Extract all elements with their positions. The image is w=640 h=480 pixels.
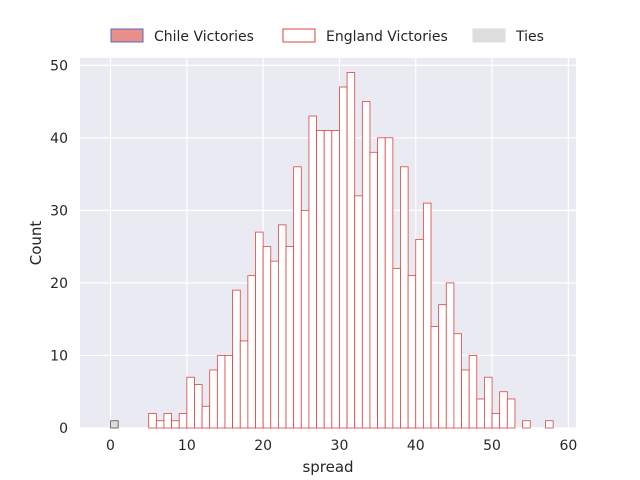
x-tick-labels: 0 10 20 30 40 50 60 bbox=[106, 438, 577, 454]
bar-england-victories bbox=[491, 413, 501, 429]
bar-england-victories bbox=[255, 231, 264, 429]
legend-label-chile-victories: Chile Victories bbox=[154, 29, 254, 45]
bar-england-victories bbox=[506, 398, 516, 429]
bar-england-victories bbox=[346, 72, 356, 429]
bar-england-victories bbox=[430, 326, 440, 429]
bar-england-victories bbox=[262, 246, 272, 429]
y-axis-label: Count bbox=[27, 221, 45, 266]
bar-england-victories bbox=[308, 115, 317, 429]
bar-england-victories bbox=[522, 420, 531, 429]
bar-england-victories bbox=[484, 376, 493, 429]
bar-england-victories bbox=[316, 130, 325, 429]
bar-england-victories bbox=[171, 420, 180, 429]
bar-england-victories bbox=[400, 166, 409, 429]
bar-england-victories bbox=[277, 224, 287, 429]
bar-england-victories bbox=[293, 166, 302, 429]
bar-england-victories bbox=[331, 130, 340, 429]
bar-england-victories bbox=[155, 420, 165, 429]
y-tick-label: 0 bbox=[59, 421, 68, 437]
legend-swatch-chile-victories bbox=[110, 28, 144, 43]
bar-england-victories bbox=[148, 413, 157, 429]
y-tick-label: 50 bbox=[50, 58, 68, 74]
bar-england-victories bbox=[247, 275, 256, 429]
bar-england-victories bbox=[369, 151, 379, 429]
bar-england-victories bbox=[178, 413, 188, 429]
bar-england-victories bbox=[239, 340, 249, 429]
bar-england-victories bbox=[216, 355, 226, 429]
bar-england-victories bbox=[361, 101, 371, 429]
bar-england-victories bbox=[407, 275, 417, 429]
x-tick-label: 60 bbox=[559, 438, 577, 454]
bar-england-victories bbox=[545, 420, 554, 429]
bar-england-victories bbox=[339, 86, 348, 429]
bar-england-victories bbox=[445, 282, 455, 429]
x-tick-label: 10 bbox=[178, 438, 196, 454]
legend-swatch-england-victories bbox=[282, 28, 316, 43]
x-tick-label: 30 bbox=[331, 438, 349, 454]
bar-england-victories bbox=[194, 384, 203, 429]
bar-england-victories bbox=[232, 289, 241, 429]
bar-england-victories bbox=[476, 398, 485, 429]
bar-england-victories bbox=[285, 246, 295, 429]
legend-label-ties: Ties bbox=[515, 29, 544, 45]
bar-england-victories bbox=[499, 391, 508, 429]
y-tick-label: 30 bbox=[50, 203, 68, 219]
bars bbox=[110, 72, 554, 429]
bar-england-victories bbox=[377, 137, 386, 429]
x-axis-label: spread bbox=[302, 458, 353, 476]
bar-england-victories bbox=[186, 376, 195, 429]
bar-england-victories bbox=[453, 333, 462, 429]
bar-england-victories bbox=[468, 355, 478, 429]
bar-england-victories bbox=[415, 238, 424, 429]
y-tick-labels: 0 10 20 30 40 50 bbox=[50, 58, 68, 437]
y-tick-label: 10 bbox=[50, 348, 68, 364]
x-tick-label: 20 bbox=[254, 438, 272, 454]
bar-england-victories bbox=[384, 137, 394, 429]
bar-england-victories bbox=[438, 304, 447, 429]
bar-england-victories bbox=[323, 130, 333, 429]
bar-england-victories bbox=[300, 209, 310, 429]
bar-england-victories bbox=[422, 202, 432, 429]
bar-england-victories bbox=[163, 413, 172, 429]
bar-england-victories bbox=[270, 260, 279, 429]
legend-swatch-ties bbox=[472, 28, 506, 43]
bar-england-victories bbox=[209, 369, 218, 429]
bar-england-victories bbox=[392, 267, 401, 429]
bar-england-victories bbox=[224, 355, 234, 429]
bar-england-victories bbox=[354, 195, 363, 429]
y-tick-label: 20 bbox=[50, 276, 68, 292]
legend: Chile Victories England Victories Ties bbox=[110, 28, 544, 45]
x-tick-label: 40 bbox=[407, 438, 425, 454]
bar-ties bbox=[110, 420, 119, 429]
bar-england-victories bbox=[201, 405, 211, 429]
bar-england-victories bbox=[461, 369, 470, 429]
y-tick-label: 40 bbox=[50, 131, 68, 147]
x-tick-label: 50 bbox=[483, 438, 501, 454]
x-tick-label: 0 bbox=[106, 438, 115, 454]
legend-label-england-victories: England Victories bbox=[326, 29, 448, 45]
